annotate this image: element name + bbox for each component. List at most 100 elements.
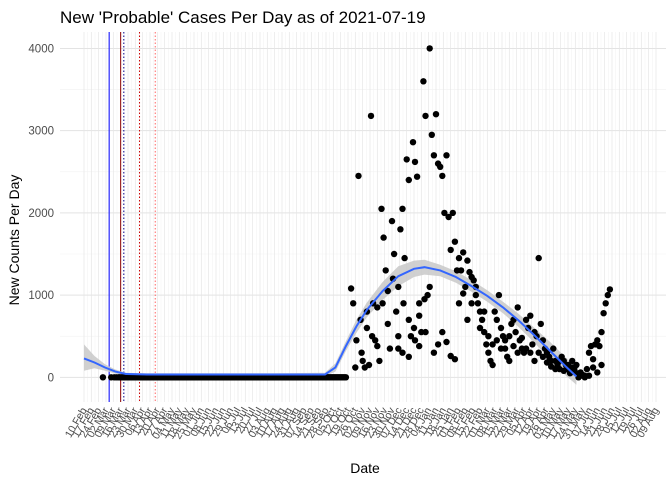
data-point [485,333,492,340]
data-point [455,254,463,262]
data-point [529,341,536,348]
data-point [374,342,381,350]
data-point [399,349,406,356]
x-axis-title: Date [350,460,380,476]
y-axis-title: New Counts Per Day [6,175,22,306]
data-point [445,213,452,221]
data-point [416,300,423,307]
data-point [483,341,490,348]
data-point [457,267,465,274]
data-point [434,341,442,348]
data-point [493,337,500,344]
data-point [352,364,359,371]
data-point [485,349,492,356]
data-point [437,163,444,170]
data-point [573,361,580,369]
data-point [466,268,473,276]
reference-lines [108,32,156,402]
data-point [416,312,423,319]
data-point [413,173,421,180]
data-point [422,112,429,120]
data-point [355,172,362,180]
data-point [539,353,547,360]
data-point [514,304,521,311]
data-point [388,217,396,225]
data-point [527,312,534,319]
data-point [589,364,597,371]
data-point [594,337,601,344]
data-point [589,356,597,363]
data-point [411,158,419,166]
chart-title: New 'Probable' Cases Per Day as of 2021-… [60,8,426,27]
data-point [443,338,450,346]
data-point [600,310,607,317]
minor-gridlines [60,32,666,402]
data-point [531,357,538,365]
data-point [497,345,505,352]
data-point [350,300,357,307]
data-point [426,283,433,291]
data-point [451,238,459,245]
data-point [585,372,593,379]
data-point [342,374,350,381]
data-point [397,226,404,233]
smooth-line [83,266,578,378]
data-point [585,349,593,356]
data-point [409,139,417,146]
y-tick-labels: 0 1000 2000 3000 4000 [28,43,54,384]
data-point [428,131,435,138]
data-point [594,369,601,376]
data-point [506,357,513,365]
data-point [512,328,519,336]
data-point [596,342,603,350]
data-point [380,234,387,241]
data-point [501,337,509,344]
data-point [416,342,423,350]
data-point [462,283,469,291]
confidence-band [84,259,577,385]
data-point [550,345,557,352]
data-points [99,45,614,381]
data-point [489,341,496,348]
data-point [443,152,450,159]
data-point [353,337,360,344]
data-point [384,320,391,328]
data-point [439,172,446,180]
data-point [384,287,391,295]
data-point [451,356,459,363]
data-point [474,300,482,307]
data-point [359,357,366,365]
data-point [378,205,385,212]
data-point [447,246,454,254]
data-point [506,333,513,340]
data-point [598,361,605,369]
data-point [497,324,505,332]
data-point [376,357,383,365]
data-point [363,324,371,332]
data-point [382,267,389,274]
data-point [390,250,398,258]
data-point [606,286,614,293]
data-point [379,300,386,307]
data-point [468,300,475,307]
data-point [116,374,123,381]
data-point [577,369,584,376]
data-point [405,353,412,360]
data-point [430,152,438,159]
data-point [493,316,500,323]
data-point [464,257,471,264]
data-point [430,349,438,356]
data-point [410,324,418,332]
data-point [476,324,484,332]
data-point [569,357,576,365]
data-point [598,328,605,336]
data-point [395,333,402,340]
y-tick-label: 4000 [28,43,54,55]
y-tick-label: 1000 [28,290,54,302]
data-point [407,333,415,340]
y-tick-label: 0 [48,372,54,384]
data-point [395,345,402,352]
data-point [522,316,530,323]
